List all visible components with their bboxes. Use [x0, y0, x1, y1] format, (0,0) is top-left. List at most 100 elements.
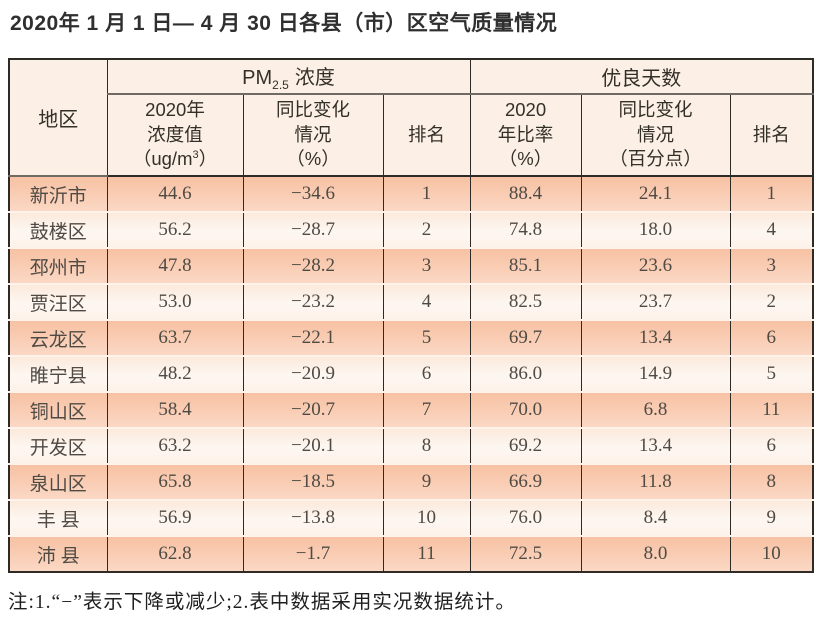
good-rank-cell: 11 [729, 391, 814, 428]
good-rank-cell: 1 [729, 175, 814, 212]
good-rank-cell: 8 [729, 463, 814, 500]
pm-value-cell: 56.2 [106, 211, 244, 248]
table-row: 丰 县 56.9 −13.8 10 76.0 8.4 9 [8, 499, 814, 536]
header-line: 2020年 [145, 98, 205, 120]
pm-rank-cell: 10 [382, 499, 471, 536]
column-header-good-ratio: 2020 年比率 （%） [469, 94, 582, 177]
pm-value-cell: 58.4 [106, 391, 244, 428]
good-change-cell: 24.1 [580, 175, 731, 212]
header-line: 同比变化 [618, 98, 693, 120]
sub-header-row: 2020年 浓度值 （ug/m3） 同比变化 情况 （%） 排名 2020 年比… [9, 94, 814, 177]
good-change-cell: 6.8 [580, 391, 731, 428]
pm-change-cell: −20.1 [242, 427, 384, 464]
region-cell: 铜山区 [8, 391, 108, 428]
region-cell: 邳州市 [8, 247, 108, 284]
pm-rank-cell: 3 [382, 247, 471, 284]
good-ratio-cell: 74.8 [469, 211, 582, 248]
good-ratio-cell: 66.9 [469, 463, 582, 500]
pm-change-cell: −13.8 [242, 499, 384, 536]
column-group-pm25: PM2.5 浓度 [106, 59, 471, 95]
pm-value-cell: 56.9 [106, 499, 244, 536]
unit-superscript: 3 [192, 149, 199, 162]
unit-text: （ug/m [132, 148, 193, 170]
pm-change-cell: −23.2 [242, 283, 384, 320]
pm-rank-cell: 8 [382, 427, 471, 464]
good-rank-cell: 9 [729, 499, 814, 536]
good-ratio-cell: 69.2 [469, 427, 582, 464]
pm-change-cell: −34.6 [242, 175, 384, 212]
good-ratio-cell: 85.1 [469, 247, 582, 284]
pm-change-cell: −20.9 [242, 355, 384, 392]
table-row: 泉山区 65.8 −18.5 9 66.9 11.8 8 [8, 463, 814, 500]
good-change-cell: 18.0 [580, 211, 731, 248]
good-change-cell: 14.9 [580, 355, 731, 392]
group-header-row: 地区 PM2.5 浓度 优良天数 [8, 59, 814, 177]
good-ratio-cell: 86.0 [469, 355, 582, 392]
good-rank-cell: 3 [729, 247, 814, 284]
header-line: 同比变化 [275, 98, 350, 120]
table-row: 新沂市 44.6 −34.6 1 88.4 24.1 1 [8, 175, 814, 212]
unit-text: ） [198, 148, 218, 170]
header-line: （百分点） [609, 148, 702, 170]
pm-change-cell: −18.5 [242, 463, 384, 500]
good-ratio-cell: 88.4 [469, 175, 582, 212]
good-rank-cell: 6 [729, 427, 814, 464]
page-title: 2020年 1 月 1 日— 4 月 30 日各县（市）区空气质量情况 [10, 12, 558, 35]
region-cell: 开发区 [8, 427, 108, 464]
good-ratio-cell: 70.0 [469, 391, 582, 428]
region-cell: 睢宁县 [8, 355, 108, 392]
header-line: 年比率 [497, 123, 554, 145]
region-cell: 鼓楼区 [8, 211, 108, 248]
region-cell: 云龙区 [8, 319, 108, 356]
good-change-cell: 11.8 [580, 463, 731, 500]
good-ratio-cell: 69.7 [469, 319, 582, 356]
pm-value-cell: 47.8 [106, 247, 244, 284]
column-group-good-days: 优良天数 [469, 59, 814, 95]
header-line: 情况 [294, 123, 332, 145]
region-cell: 泉山区 [8, 463, 108, 500]
good-change-cell: 13.4 [580, 319, 731, 356]
pm-value-cell: 53.0 [106, 283, 244, 320]
column-header-region: 地区 [8, 59, 108, 177]
header-line-unit: （ug/m3） [108, 147, 243, 172]
header-line: 情况 [637, 123, 675, 145]
pm-value-cell: 48.2 [106, 355, 244, 392]
pm-change-cell: −28.7 [242, 211, 384, 248]
column-header-pm-value: 2020年 浓度值 （ug/m3） [106, 94, 244, 177]
table-header: 地区 PM2.5 浓度 优良天数 2020年 浓度值 （ug/m3） 同比变化 情… [8, 59, 814, 177]
column-header-good-rank: 排名 [729, 94, 814, 177]
table-row: 睢宁县 48.2 −20.9 6 86.0 14.9 5 [8, 355, 814, 392]
pm-change-cell: −28.2 [242, 247, 384, 284]
good-rank-cell: 6 [729, 319, 814, 356]
good-change-cell: 23.6 [580, 247, 731, 284]
table-row: 邳州市 47.8 −28.2 3 85.1 23.6 3 [8, 247, 814, 284]
pm-label-prefix: PM [242, 67, 273, 89]
table-row: 沛 县 62.8 −1.7 11 72.5 8.0 10 [8, 535, 814, 572]
good-rank-cell: 2 [729, 283, 814, 320]
pm-rank-cell: 1 [382, 175, 471, 212]
region-cell: 沛 县 [8, 535, 108, 572]
table-body: 新沂市 44.6 −34.6 1 88.4 24.1 1 鼓楼区 56.2 −28.7 2 74.8 1… [8, 175, 814, 572]
footnote: 注:1.“−”表示下降或减少;2.表中数据采用实况数据统计。 [8, 592, 516, 613]
region-cell: 贾汪区 [8, 283, 108, 320]
table-row: 贾汪区 53.0 −23.2 4 82.5 23.7 2 [8, 283, 814, 320]
column-header-good-change: 同比变化 情况 （百分点） [580, 94, 731, 177]
good-change-cell: 23.7 [580, 283, 731, 320]
region-cell: 新沂市 [8, 175, 108, 212]
pm-value-cell: 62.8 [106, 535, 244, 572]
good-rank-cell: 4 [729, 211, 814, 248]
column-header-pm-rank: 排名 [382, 94, 471, 177]
good-change-cell: 8.0 [580, 535, 731, 572]
pm-rank-cell: 11 [382, 535, 471, 572]
good-ratio-cell: 82.5 [469, 283, 582, 320]
pm-value-cell: 63.7 [106, 319, 244, 356]
pm-rank-cell: 2 [382, 211, 471, 248]
pm-change-cell: −22.1 [242, 319, 384, 356]
pm-rank-cell: 9 [382, 463, 471, 500]
good-ratio-cell: 76.0 [469, 499, 582, 536]
region-cell: 丰 县 [8, 499, 108, 536]
column-header-pm-change: 同比变化 情况 （%） [242, 94, 384, 177]
table-row: 鼓楼区 56.2 −28.7 2 74.8 18.0 4 [8, 211, 814, 248]
pm-rank-cell: 7 [382, 391, 471, 428]
pm-value-cell: 44.6 [106, 175, 244, 212]
